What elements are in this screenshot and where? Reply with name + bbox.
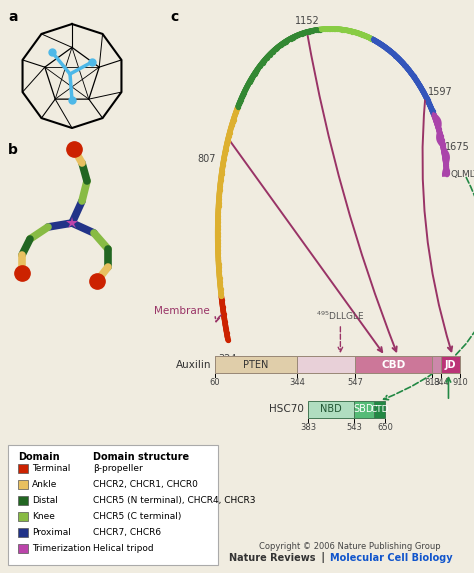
- Text: b: b: [8, 143, 18, 157]
- Text: Proximal: Proximal: [32, 528, 71, 537]
- Text: 910: 910: [452, 378, 468, 387]
- Text: 543: 543: [346, 423, 362, 432]
- Text: β-propeller: β-propeller: [93, 464, 143, 473]
- Text: |: |: [318, 552, 328, 563]
- Bar: [18, 496, 28, 505]
- Text: CHCR5 (C terminal): CHCR5 (C terminal): [93, 512, 182, 521]
- Text: 383: 383: [300, 423, 316, 432]
- Text: HSC70: HSC70: [269, 405, 304, 414]
- Text: Knee: Knee: [32, 512, 55, 521]
- Text: 650: 650: [377, 423, 393, 432]
- Text: 60: 60: [210, 378, 220, 387]
- Text: Trimerization: Trimerization: [32, 544, 91, 553]
- Text: 807: 807: [197, 154, 216, 164]
- Bar: [18, 512, 28, 521]
- Text: $^{495}$DLLGLE: $^{495}$DLLGLE: [316, 309, 365, 322]
- Bar: [356, 356, 432, 373]
- Text: a: a: [8, 10, 18, 24]
- Text: c: c: [170, 10, 178, 24]
- Text: JD: JD: [445, 359, 456, 370]
- Bar: [374, 401, 385, 418]
- Text: 547: 547: [347, 378, 363, 387]
- Bar: [297, 356, 356, 373]
- Text: Auxilin: Auxilin: [175, 359, 211, 370]
- Text: Domain structure: Domain structure: [93, 452, 189, 462]
- Text: CTD: CTD: [370, 405, 389, 414]
- Text: Nature Reviews: Nature Reviews: [229, 553, 316, 563]
- Text: 844: 844: [433, 378, 449, 387]
- Text: 1597: 1597: [428, 87, 453, 97]
- Text: Molecular Cell Biology: Molecular Cell Biology: [330, 553, 453, 563]
- Bar: [308, 401, 354, 418]
- Text: 813: 813: [424, 378, 440, 387]
- Text: CHCR7, CHCR6: CHCR7, CHCR6: [93, 528, 161, 537]
- Text: 344: 344: [289, 378, 305, 387]
- Text: CBD: CBD: [382, 359, 406, 370]
- Text: QLMLT: QLMLT: [451, 171, 474, 179]
- Bar: [215, 356, 297, 373]
- Bar: [18, 544, 28, 553]
- Text: Copyright © 2006 Nature Publishing Group: Copyright © 2006 Nature Publishing Group: [259, 542, 441, 551]
- Bar: [8, 445, 218, 565]
- Bar: [432, 356, 441, 373]
- Text: Terminal: Terminal: [32, 464, 70, 473]
- Text: Membrane: Membrane: [154, 306, 210, 316]
- Bar: [441, 356, 460, 373]
- Text: SBD: SBD: [354, 405, 374, 414]
- Bar: [18, 464, 28, 473]
- Text: 1152: 1152: [295, 16, 319, 26]
- Text: Helical tripod: Helical tripod: [93, 544, 154, 553]
- Bar: [18, 528, 28, 537]
- Text: Distal: Distal: [32, 496, 58, 505]
- Text: 324: 324: [219, 354, 237, 364]
- Text: CHCR2, CHCR1, CHCR0: CHCR2, CHCR1, CHCR0: [93, 480, 198, 489]
- Bar: [354, 401, 374, 418]
- Text: 1675: 1675: [445, 142, 470, 152]
- Bar: [215, 356, 460, 373]
- Text: NBD: NBD: [320, 405, 342, 414]
- Bar: [18, 480, 28, 489]
- Text: CHCR5 (N terminal), CHCR4, CHCR3: CHCR5 (N terminal), CHCR4, CHCR3: [93, 496, 255, 505]
- Text: PTEN: PTEN: [243, 359, 269, 370]
- Text: Ankle: Ankle: [32, 480, 57, 489]
- Text: Domain: Domain: [18, 452, 60, 462]
